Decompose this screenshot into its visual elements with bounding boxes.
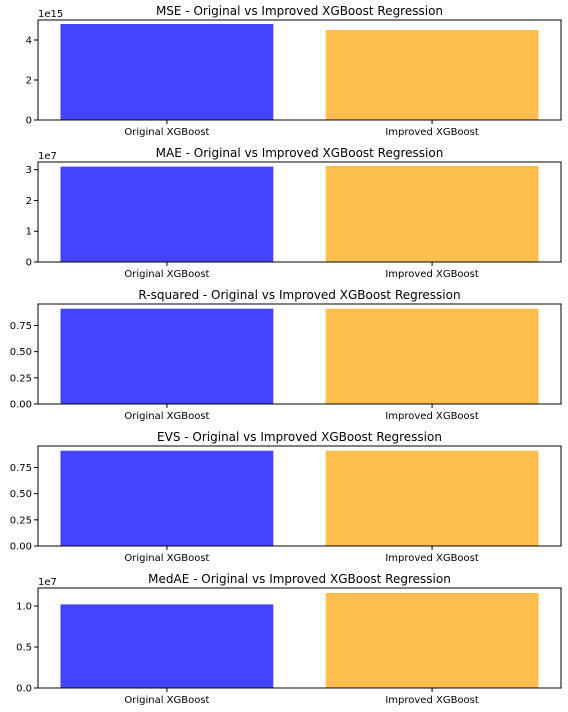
chart-1: MSE - Original vs Improved XGBoost Regre… [26,4,562,138]
axes-frame [37,161,562,263]
y-tick-label: 0.00 [10,542,32,553]
y-offset-label: 1e15 [38,9,63,20]
bar-improved [325,592,539,688]
y-tick-label: 0.75 [10,463,32,474]
chart-5: MedAE - Original vs Improved XGBoost Reg… [16,572,562,706]
x-tick-label: Improved XGBoost [385,695,479,706]
y-tick-label: 0.5 [16,643,32,654]
bar-improved [325,450,539,546]
x-tick-label: Original XGBoost [124,411,209,422]
y-tick-label: 0 [26,116,32,127]
y-tick-label: 0.75 [10,321,32,332]
axes-frame [37,303,562,405]
chart-2: MAE - Original vs Improved XGBoost Regre… [26,146,562,280]
y-tick-label: 2 [26,196,32,207]
y-tick-label: 3 [26,165,32,176]
y-tick-label: 1.0 [16,602,32,613]
x-tick-label: Improved XGBoost [385,269,479,280]
chart-title: R-squared - Original vs Improved XGBoost… [138,288,460,302]
y-offset-label: 1e7 [38,151,57,162]
y-tick-label: 4 [26,36,32,47]
x-tick-label: Original XGBoost [124,269,209,280]
bar-original [60,24,274,120]
y-tick-label: 1 [26,227,32,238]
y-offset-label: 1e7 [38,577,57,588]
axes-frame [37,19,562,121]
bar-original [60,450,274,546]
bar-original [60,308,274,404]
chart-4: EVS - Original vs Improved XGBoost Regre… [10,430,562,564]
chart-3: R-squared - Original vs Improved XGBoost… [10,288,562,422]
bar-improved [325,166,539,262]
chart-title: MAE - Original vs Improved XGBoost Regre… [156,146,444,160]
x-tick-label: Improved XGBoost [385,553,479,564]
y-tick-label: 0.50 [10,489,32,500]
y-tick-label: 0.0 [16,684,32,695]
y-tick-label: 0.25 [10,515,32,526]
y-tick-label: 0.25 [10,373,32,384]
y-tick-label: 0 [26,258,32,269]
chart-title: EVS - Original vs Improved XGBoost Regre… [157,430,442,444]
chart-title: MSE - Original vs Improved XGBoost Regre… [156,4,443,18]
x-tick-label: Improved XGBoost [385,127,479,138]
bar-improved [325,30,539,120]
chart-title: MedAE - Original vs Improved XGBoost Reg… [148,572,451,586]
y-tick-label: 0.50 [10,347,32,358]
y-tick-label: 0.00 [10,400,32,411]
y-tick-label: 2 [26,76,32,87]
x-tick-label: Original XGBoost [124,695,209,706]
bar-improved [325,308,539,404]
x-tick-label: Original XGBoost [124,127,209,138]
axes-frame [37,445,562,547]
x-tick-label: Improved XGBoost [385,411,479,422]
axes-frame [37,587,562,689]
bar-original [60,166,274,262]
x-tick-label: Original XGBoost [124,553,209,564]
bar-original [60,604,274,688]
